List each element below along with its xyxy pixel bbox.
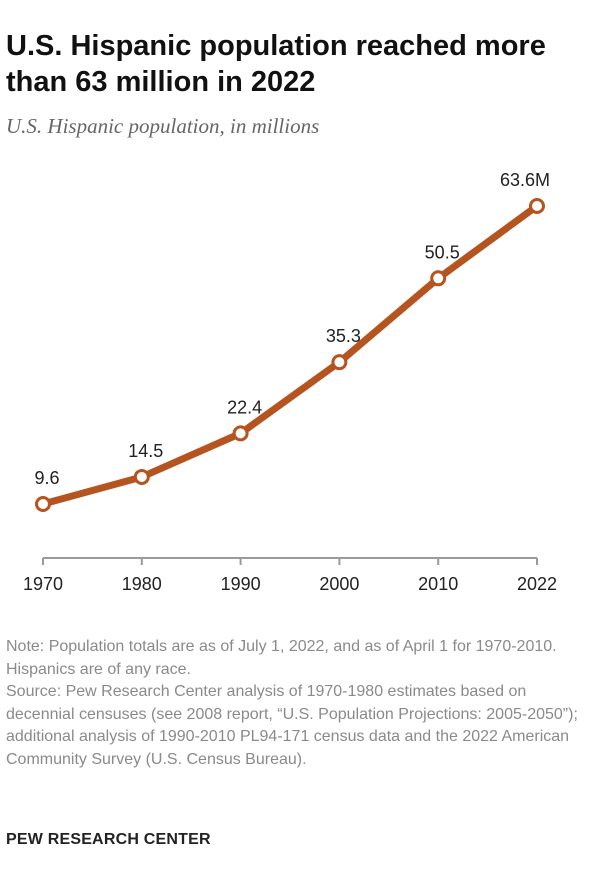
data-label: 50.5 [425,242,460,262]
data-point [133,468,150,485]
source-text: Source: Pew Research Center analysis of … [6,683,578,768]
data-label: 9.6 [34,468,59,488]
data-label: 14.5 [128,441,163,461]
brand-logo-text: PEW RESEARCH CENTER [6,831,211,848]
chart-title: U.S. Hispanic population reached more th… [6,30,546,98]
data-point [430,270,447,287]
x-tick-label: 1980 [122,574,162,594]
line-chart: 1970 1980 1990 2000 2010 2022 9.6 14.5 22.4 35.3… [23,170,557,594]
series-line [39,202,541,508]
data-point [35,496,51,512]
chart-subtitle: U.S. Hispanic population, in millions [6,114,320,138]
note-text: Note: Population totals are as of July 1… [6,638,557,678]
data-label: 63.6M [500,170,550,190]
footnotes: Note: Population totals are as of July 1… [6,636,591,771]
x-tick-label: 1990 [221,574,261,594]
data-label: 22.4 [227,397,262,417]
data-point [331,354,348,371]
data-label: 35.3 [326,326,361,346]
x-tick-label: 2010 [418,574,458,594]
x-tick-label: 1970 [23,574,63,594]
data-point [529,198,545,214]
x-tick-label: 2022 [517,574,557,594]
x-tick-label: 2000 [319,574,359,594]
data-point [232,425,249,442]
